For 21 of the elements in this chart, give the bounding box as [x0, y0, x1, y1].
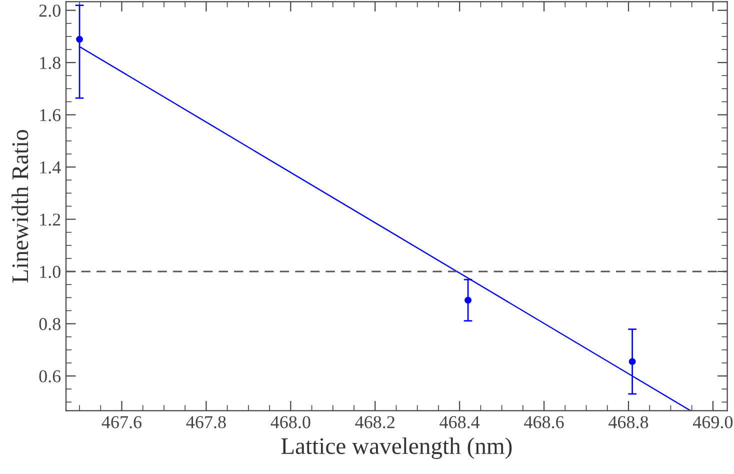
x-tick-label: 468.0 — [270, 416, 310, 428]
y-tick-label: 1.0 — [40, 266, 60, 278]
point — [628, 358, 636, 366]
x-tick-label: 468.8 — [608, 416, 648, 428]
x-tick-label: 468.2 — [355, 416, 394, 428]
y-axis-title: Linewidth Ratio — [12, 130, 28, 283]
y-tick-label: 2.0 — [39, 4, 60, 17]
y-tick-label: 1.8 — [40, 56, 60, 70]
x-tick-label: 467.8 — [186, 416, 226, 428]
y-tick-label: 0.8 — [39, 318, 60, 330]
y-tick-label: 1.4 — [40, 161, 61, 174]
x-tick-label: 469.0 — [692, 416, 733, 428]
point — [76, 36, 83, 43]
point — [464, 296, 472, 304]
x-axis-title: Lattice wavelength (nm) — [281, 437, 512, 459]
y-tick-label: 0.6 — [39, 370, 61, 382]
y-tick-label: 1.6 — [40, 109, 61, 122]
x-tick-label: 468.6 — [524, 416, 564, 428]
x-tick-label: 468.4 — [440, 416, 480, 428]
y-tick-label: 1.2 — [40, 214, 60, 226]
x-tick-label: 467.6 — [102, 416, 142, 428]
